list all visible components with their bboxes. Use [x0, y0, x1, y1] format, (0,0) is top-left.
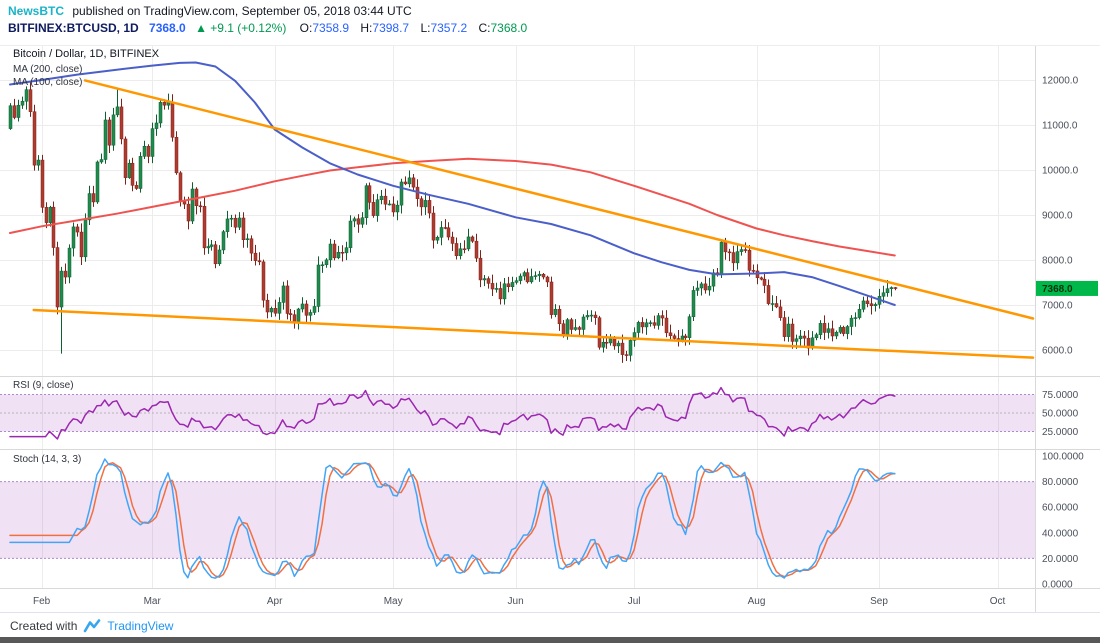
svg-text:7368.0: 7368.0 — [1042, 284, 1073, 295]
tradingview-link[interactable]: TradingView — [107, 618, 174, 633]
open-value: O:7358.9 — [299, 21, 350, 35]
publisher-link[interactable]: NewsBTC — [8, 4, 65, 18]
svg-text:8000.0: 8000.0 — [1042, 256, 1073, 267]
last-price-value: 7368.0 — [149, 21, 186, 35]
symbol-label[interactable]: BITFINEX:BTCUSD, 1D — [8, 21, 139, 35]
stoch-k-line — [9, 458, 896, 579]
rsi-axis-labels[interactable]: 75.0000 50.0000 25.0000 — [1042, 390, 1079, 438]
rsi-line — [9, 386, 896, 440]
publish-line: NewsBTC published on TradingView.com, Se… — [8, 4, 412, 18]
last-price-tag: 7368.0 — [1036, 280, 1098, 296]
footer: Created with TradingView — [0, 612, 1100, 637]
svg-text:9000.0: 9000.0 — [1042, 211, 1073, 222]
trendline-upper-resistance[interactable] — [83, 79, 1035, 320]
stoch-axis-labels[interactable]: 100.0000 80.0000 60.0000 40.0000 20.0000 0.00… — [1042, 452, 1084, 591]
svg-text:20.0000: 20.0000 — [1042, 554, 1079, 565]
chart-header: NewsBTC published on TradingView.com, Se… — [0, 0, 1100, 46]
svg-text:Oct: Oct — [990, 596, 1006, 607]
panel-separators — [0, 45, 1100, 612]
svg-text:25.0000: 25.0000 — [1042, 427, 1079, 438]
svg-text:6000.0: 6000.0 — [1042, 346, 1073, 357]
svg-text:Mar: Mar — [144, 596, 162, 607]
high-value: H:7398.7 — [360, 21, 410, 35]
rsi-band — [0, 394, 1035, 432]
ma200-legend[interactable]: MA (200, close) — [13, 64, 83, 75]
tradingview-logo-icon[interactable] — [83, 618, 101, 633]
stoch-band — [0, 481, 1035, 559]
rsi-legend[interactable]: RSI (9, close) — [13, 380, 74, 391]
svg-text:10000.0: 10000.0 — [1042, 166, 1079, 177]
svg-text:Jul: Jul — [628, 596, 641, 607]
svg-text:Apr: Apr — [267, 596, 283, 607]
close-value: C:7368.0 — [478, 21, 528, 35]
time-axis-labels[interactable]: Feb Mar Apr May Jun Jul Aug Sep Oct — [33, 596, 1006, 607]
svg-text:Jun: Jun — [508, 596, 524, 607]
price-change: ▲ +9.1 (+0.12%) — [195, 21, 287, 35]
svg-text:7000.0: 7000.0 — [1042, 301, 1073, 312]
svg-text:0.0000: 0.0000 — [1042, 580, 1073, 591]
svg-text:40.0000: 40.0000 — [1042, 528, 1079, 539]
svg-text:75.0000: 75.0000 — [1042, 390, 1079, 401]
trendline-lower-support[interactable] — [32, 308, 1035, 359]
svg-text:Sep: Sep — [870, 596, 888, 607]
series-title: Bitcoin / Dollar, 1D, BITFINEX — [13, 48, 160, 60]
published-text: published on TradingView.com, September … — [72, 4, 412, 18]
svg-text:Aug: Aug — [748, 596, 766, 607]
ma200-line — [9, 157, 896, 257]
svg-text:100.0000: 100.0000 — [1042, 452, 1084, 463]
stoch-legend[interactable]: Stoch (14, 3, 3) — [13, 454, 82, 465]
stoch-d-line — [9, 462, 896, 578]
candles-layer — [8, 82, 898, 363]
created-with-text: Created with — [10, 618, 78, 633]
svg-text:60.0000: 60.0000 — [1042, 503, 1079, 514]
svg-text:80.0000: 80.0000 — [1042, 477, 1079, 488]
chart-area: 12000.0 11000.0 10000.0 9000.0 8000.0 7000.0 6… — [0, 0, 1100, 612]
chart-canvas[interactable]: 12000.0 11000.0 10000.0 9000.0 8000.0 7000.0 6… — [0, 0, 1100, 612]
svg-text:11000.0: 11000.0 — [1042, 121, 1078, 132]
symbol-line: BITFINEX:BTCUSD, 1D 7368.0 ▲ +9.1 (+0.12… — [8, 21, 535, 35]
svg-text:50.0000: 50.0000 — [1042, 409, 1079, 420]
svg-text:12000.0: 12000.0 — [1042, 76, 1079, 87]
svg-text:Feb: Feb — [33, 596, 51, 607]
svg-text:May: May — [384, 596, 403, 607]
ma100-legend[interactable]: MA (100, close) — [13, 77, 83, 88]
price-axis-labels[interactable]: 12000.0 11000.0 10000.0 9000.0 8000.0 7000.0 6… — [1042, 76, 1079, 357]
main-series-legend[interactable]: Bitcoin / Dollar, 1D, BITFINEX MA (200, … — [13, 48, 159, 89]
low-value: L:7357.2 — [420, 21, 468, 35]
ma100-line — [9, 61, 896, 306]
